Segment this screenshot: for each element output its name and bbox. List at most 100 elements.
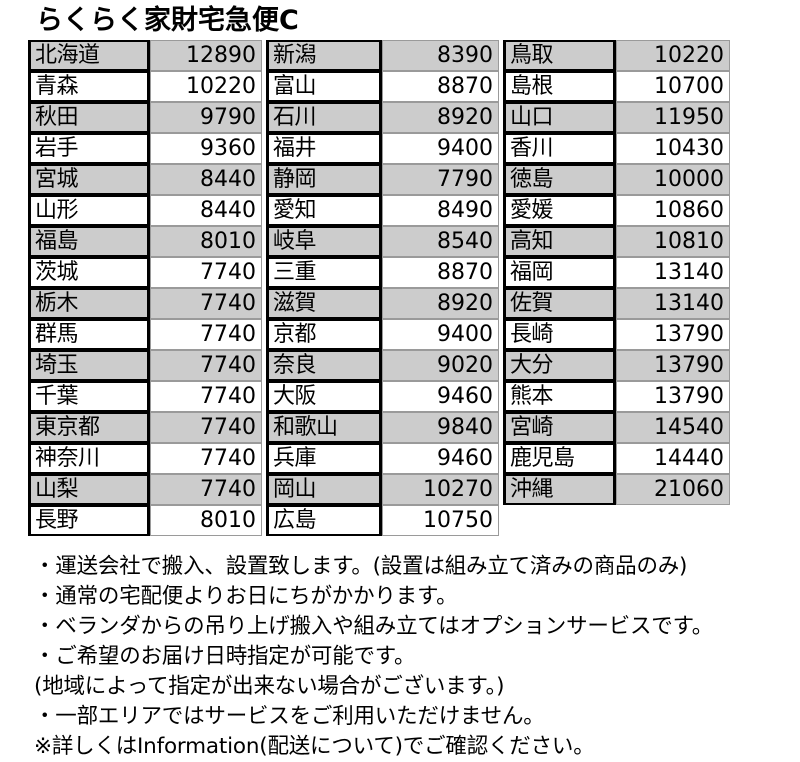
notes-list: ・運送会社で搬入、設置致します。(設置は組み立て済みの商品のみ) ・通常の宅配便よ… [34, 552, 794, 762]
prefecture-name-cell: 群馬 [28, 319, 150, 350]
prefecture-name-cell: 山形 [28, 195, 150, 226]
prefecture-name-cell: 奈良 [266, 350, 382, 381]
empty-cell [503, 505, 616, 536]
shipping-fee-cell: 8010 [150, 505, 262, 536]
shipping-fee-cell: 13790 [616, 381, 730, 412]
shipping-fee-cell: 9790 [150, 102, 262, 133]
table-row: 栃木 7740 滋賀 8920 佐賀 13140 [28, 288, 730, 319]
prefecture-name-cell: 沖縄 [503, 474, 616, 505]
prefecture-name-cell: 宮城 [28, 164, 150, 195]
shipping-fee-cell: 12890 [150, 40, 262, 71]
page-title: らくらく家財宅急便C [36, 5, 299, 36]
table-row: 埼玉 7740 奈良 9020 大分 13790 [28, 350, 730, 381]
shipping-fee-cell: 8490 [382, 195, 499, 226]
prefecture-name-cell: 福島 [28, 226, 150, 257]
note-line: ・運送会社で搬入、設置致します。(設置は組み立て済みの商品のみ) [34, 554, 688, 579]
table-row: 山梨 7740 岡山 10270 沖縄 21060 [28, 474, 730, 505]
shipping-fee-cell: 7740 [150, 381, 262, 412]
note-line: ※詳しくはInformation(配送について)でご確認ください。 [34, 734, 595, 759]
shipping-fee-cell: 7790 [382, 164, 499, 195]
shipping-fee-cell: 7740 [150, 257, 262, 288]
prefecture-name-cell: 京都 [266, 319, 382, 350]
prefecture-name-cell: 島根 [503, 71, 616, 102]
shipping-fee-cell: 10220 [616, 40, 730, 71]
prefecture-name-cell: 兵庫 [266, 443, 382, 474]
prefecture-name-cell: 大分 [503, 350, 616, 381]
prefecture-name-cell: 山口 [503, 102, 616, 133]
prefecture-name-cell: 茨城 [28, 257, 150, 288]
note-line: ・一部エリアではサービスをご利用いただけません。 [34, 704, 545, 729]
shipping-fee-cell: 13140 [616, 288, 730, 319]
shipping-fee-cell: 8390 [382, 40, 499, 71]
prefecture-name-cell: 栃木 [28, 288, 150, 319]
table-row: 長野 8010 広島 10750 [28, 505, 730, 536]
shipping-fee-cell: 10430 [616, 133, 730, 164]
shipping-fee-cell: 8440 [150, 195, 262, 226]
shipping-fee-cell: 7740 [150, 319, 262, 350]
table-row: 茨城 7740 三重 8870 福岡 13140 [28, 257, 730, 288]
note-line: ・ベランダからの吊り上げ搬入や組み立てはオプションサービスです。 [34, 614, 714, 639]
shipping-fee-cell: 7740 [150, 443, 262, 474]
prefecture-name-cell: 熊本 [503, 381, 616, 412]
shipping-fee-cell: 10810 [616, 226, 730, 257]
prefecture-name-cell: 滋賀 [266, 288, 382, 319]
prefecture-name-cell: 大阪 [266, 381, 382, 412]
shipping-fee-cell: 10270 [382, 474, 499, 505]
prefecture-name-cell: 東京都 [28, 412, 150, 443]
note-line: ・ご希望のお届け日時指定が可能です。 [34, 644, 416, 669]
shipping-fee-cell: 21060 [616, 474, 730, 505]
shipping-fee-cell: 11950 [616, 102, 730, 133]
note-line: ・通常の宅配便よりお日にちがかかります。 [34, 584, 458, 609]
prefecture-name-cell: 高知 [503, 226, 616, 257]
shipping-fee-cell: 8010 [150, 226, 262, 257]
shipping-fee-cell: 9020 [382, 350, 499, 381]
table-row: 群馬 7740 京都 9400 長崎 13790 [28, 319, 730, 350]
prefecture-name-cell: 富山 [266, 71, 382, 102]
shipping-fee-cell: 9400 [382, 133, 499, 164]
prefecture-name-cell: 千葉 [28, 381, 150, 412]
table-row: 福島 8010 岐阜 8540 高知 10810 [28, 226, 730, 257]
shipping-fee-cell: 8870 [382, 257, 499, 288]
shipping-fee-cell: 10860 [616, 195, 730, 226]
prefecture-name-cell: 山梨 [28, 474, 150, 505]
shipping-fee-cell: 8870 [382, 71, 499, 102]
prefecture-name-cell: 鹿児島 [503, 443, 616, 474]
prefecture-name-cell: 青森 [28, 71, 150, 102]
prefecture-name-cell: 静岡 [266, 164, 382, 195]
prefecture-name-cell: 広島 [266, 505, 382, 536]
prefecture-name-cell: 岡山 [266, 474, 382, 505]
table-row: 宮城 8440 静岡 7790 徳島 10000 [28, 164, 730, 195]
table-row: 秋田 9790 石川 8920 山口 11950 [28, 102, 730, 133]
prefecture-name-cell: 佐賀 [503, 288, 616, 319]
prefecture-name-cell: 神奈川 [28, 443, 150, 474]
prefecture-name-cell: 北海道 [28, 40, 150, 71]
prefecture-name-cell: 徳島 [503, 164, 616, 195]
prefecture-name-cell: 埼玉 [28, 350, 150, 381]
prefecture-name-cell: 石川 [266, 102, 382, 133]
prefecture-name-cell: 愛知 [266, 195, 382, 226]
prefecture-name-cell: 長崎 [503, 319, 616, 350]
shipping-fee-cell: 9460 [382, 381, 499, 412]
prefecture-name-cell: 新潟 [266, 40, 382, 71]
shipping-fee-cell: 7740 [150, 350, 262, 381]
table-row: 東京都 7740 和歌山 9840 宮崎 14540 [28, 412, 730, 443]
table-row: 北海道 12890 新潟 8390 鳥取 10220 [28, 40, 730, 71]
shipping-fee-cell: 7740 [150, 412, 262, 443]
prefecture-name-cell: 愛媛 [503, 195, 616, 226]
shipping-fee-cell: 10220 [150, 71, 262, 102]
table-row: 神奈川 7740 兵庫 9460 鹿児島 14440 [28, 443, 730, 474]
prefecture-name-cell: 鳥取 [503, 40, 616, 71]
table-row: 山形 8440 愛知 8490 愛媛 10860 [28, 195, 730, 226]
prefecture-name-cell: 和歌山 [266, 412, 382, 443]
shipping-fee-cell: 8540 [382, 226, 499, 257]
prefecture-name-cell: 岐阜 [266, 226, 382, 257]
shipping-fee-cell: 10000 [616, 164, 730, 195]
shipping-fee-cell: 10700 [616, 71, 730, 102]
shipping-fee-cell: 7740 [150, 474, 262, 505]
shipping-fee-cell: 13140 [616, 257, 730, 288]
prefecture-name-cell: 岩手 [28, 133, 150, 164]
shipping-fee-cell: 14440 [616, 443, 730, 474]
shipping-fee-cell: 13790 [616, 350, 730, 381]
prefecture-name-cell: 福井 [266, 133, 382, 164]
